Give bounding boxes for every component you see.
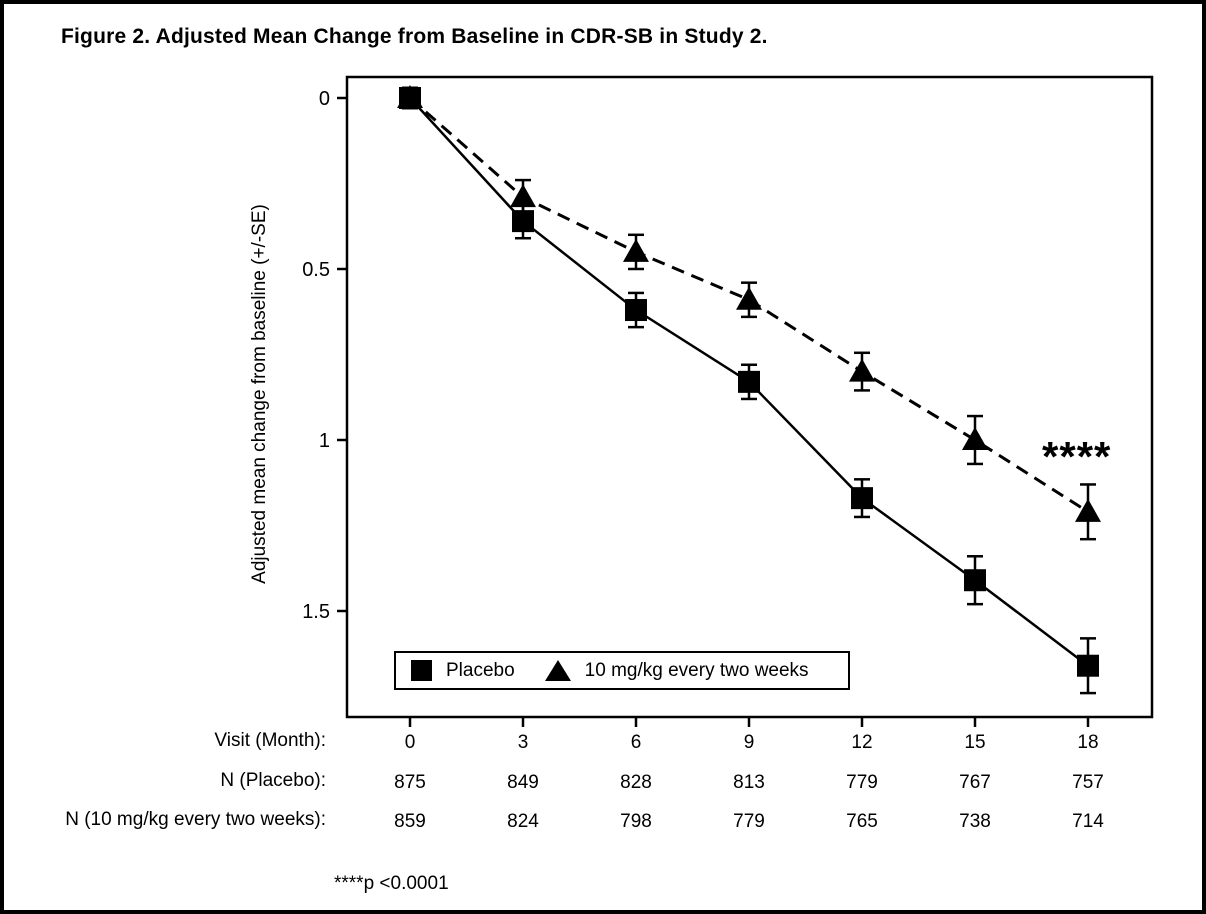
placebo-data-point	[851, 487, 873, 510]
n-placebo-value: 875	[394, 772, 426, 793]
legend-label-placebo: Placebo	[446, 659, 515, 681]
treatment-data-point	[736, 286, 762, 310]
chart-plot-area: 0 0.5 1 1.5 0 875 859 3 849 824 6 828 798 9 813 779 12 77…	[302, 75, 1154, 832]
n-placebo-row-label: N (Placebo):	[220, 770, 326, 791]
placebo-data-point	[1077, 654, 1099, 677]
figure-title: Figure 2. Adjusted Mean Change from Base…	[61, 25, 768, 48]
n-placebo-value: 767	[959, 772, 991, 793]
n-placebo-value: 813	[733, 772, 765, 793]
treatment-data-point	[962, 427, 988, 450]
placebo-data-point	[738, 370, 760, 393]
y-axis-tick-label: 0	[319, 88, 330, 110]
visit-month-value: 0	[405, 732, 416, 753]
n-placebo-value: 757	[1072, 772, 1104, 793]
n-treatment-value: 824	[507, 811, 539, 832]
placebo-data-point	[399, 87, 421, 109]
treatment-triangle-marker-icon	[544, 660, 571, 681]
n-placebo-value: 828	[620, 772, 652, 793]
treatment-data-point	[510, 184, 536, 208]
significance-stars-annotation: ****	[1042, 433, 1112, 480]
treatment-data-point	[623, 238, 649, 262]
placebo-data-point	[625, 299, 647, 322]
n-placebo-value: 779	[846, 772, 878, 793]
visit-month-row-label: Visit (Month):	[214, 730, 326, 751]
placebo-data-point	[964, 569, 986, 592]
treatment-data-point	[849, 358, 875, 382]
y-axis-tick-label: 1	[319, 430, 330, 452]
n-treatment-value: 798	[620, 811, 652, 832]
treatment-data-point	[1075, 498, 1101, 522]
pvalue-footnote: ****p <0.0001	[334, 873, 449, 894]
y-axis-tick-label: 1.5	[302, 601, 330, 623]
n-treatment-value: 779	[733, 811, 765, 832]
n-treatment-value: 765	[846, 811, 878, 832]
visit-month-value: 15	[964, 732, 985, 753]
visit-month-value: 12	[851, 732, 872, 753]
y-axis-tick-label: 0.5	[302, 259, 330, 281]
visit-month-value: 6	[631, 732, 642, 753]
n-treatment-value: 714	[1072, 811, 1104, 832]
legend-label-treatment: 10 mg/kg every two weeks	[584, 659, 809, 681]
n-treatment-value: 738	[959, 811, 991, 832]
n-treatment-value: 859	[394, 811, 426, 832]
placebo-square-marker-icon	[411, 660, 432, 681]
visit-month-value: 9	[744, 732, 755, 753]
visit-month-value: 18	[1077, 732, 1098, 753]
n-placebo-value: 849	[507, 772, 539, 793]
placebo-data-point	[512, 210, 534, 233]
chart-legend: Placebo 10 mg/kg every two weeks	[394, 651, 850, 690]
n-treatment-row-label: N (10 mg/kg every two weeks):	[65, 809, 326, 830]
visit-month-value: 3	[518, 732, 529, 753]
